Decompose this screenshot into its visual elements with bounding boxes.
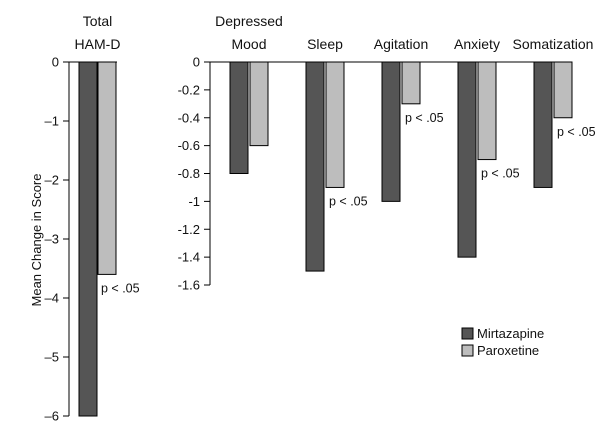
bar-mirtazapine [78, 61, 98, 417]
p-value-annotation: p < .05 [481, 167, 520, 181]
category-label: Depressed [215, 13, 283, 29]
bar-paroxetine [401, 61, 421, 105]
p-value-annotation: p < .05 [329, 194, 368, 208]
y-tick-label: –2 [45, 173, 59, 188]
bar-mirtazapine [533, 61, 553, 188]
y-tick-label: -1.6 [178, 278, 200, 293]
y-tick-label: -0.2 [178, 82, 200, 97]
category-label: Agitation [374, 36, 428, 52]
y-tick-label: -1.2 [178, 222, 200, 237]
bar-paroxetine [553, 61, 573, 119]
category-label: Somatization [513, 36, 594, 52]
bar-paroxetine [477, 61, 497, 161]
y-tick-label: –1 [45, 114, 59, 129]
bar-paroxetine [325, 61, 345, 188]
y-tick-label: 0 [193, 55, 200, 70]
legend: Mirtazapine Paroxetine [461, 326, 544, 358]
legend-swatch-paroxetine [461, 344, 474, 357]
category-label: Anxiety [454, 36, 500, 52]
y-tick-label: -1.4 [178, 250, 200, 265]
legend-swatch-mirtazapine [461, 327, 474, 340]
panel-2: 0 -0.2 -0.4 -0.6 -0.8 -1 -1.2 -1.4 -1.6 Depressed… [178, 13, 596, 293]
bar-paroxetine [249, 61, 269, 147]
category-label: Mood [231, 36, 266, 52]
y-tick-label: –5 [45, 350, 59, 365]
category-label: Total [83, 13, 113, 29]
p-value-annotation: p < .05 [557, 125, 596, 139]
y-tick-label: –3 [45, 232, 59, 247]
y-tick-label: -0.8 [178, 166, 200, 181]
bar-mirtazapine [381, 61, 401, 202]
panel-1: 0 –1 –2 –3 –4 –5 –6 Total HAM-D p < .05 [45, 13, 140, 421]
y-tick-label: –6 [45, 409, 59, 421]
category-label: HAM-D [75, 36, 121, 52]
legend-label-paroxetine: Paroxetine [477, 343, 539, 358]
y-tick-label: -0.4 [178, 110, 200, 125]
legend-label-mirtazapine: Mirtazapine [477, 326, 544, 341]
panels: 0 –1 –2 –3 –4 –5 –6 Total HAM-D p < .05 0 -0.2 -0.4 -… [45, 13, 596, 421]
y-tick-label: –4 [45, 291, 59, 306]
p-value-annotation: p < .05 [101, 281, 140, 295]
y-tick-label: 0 [52, 55, 59, 70]
bar-mirtazapine [457, 61, 477, 258]
bar-paroxetine [97, 61, 117, 275]
y-tick-label: -1 [188, 194, 200, 209]
p-value-annotation: p < .05 [405, 111, 444, 125]
y-axis-label: Mean Change in Score [29, 174, 44, 307]
bar-mirtazapine [305, 61, 325, 272]
bar-mirtazapine [229, 61, 249, 174]
y-tick-label: -0.6 [178, 138, 200, 153]
category-label: Sleep [307, 36, 343, 52]
